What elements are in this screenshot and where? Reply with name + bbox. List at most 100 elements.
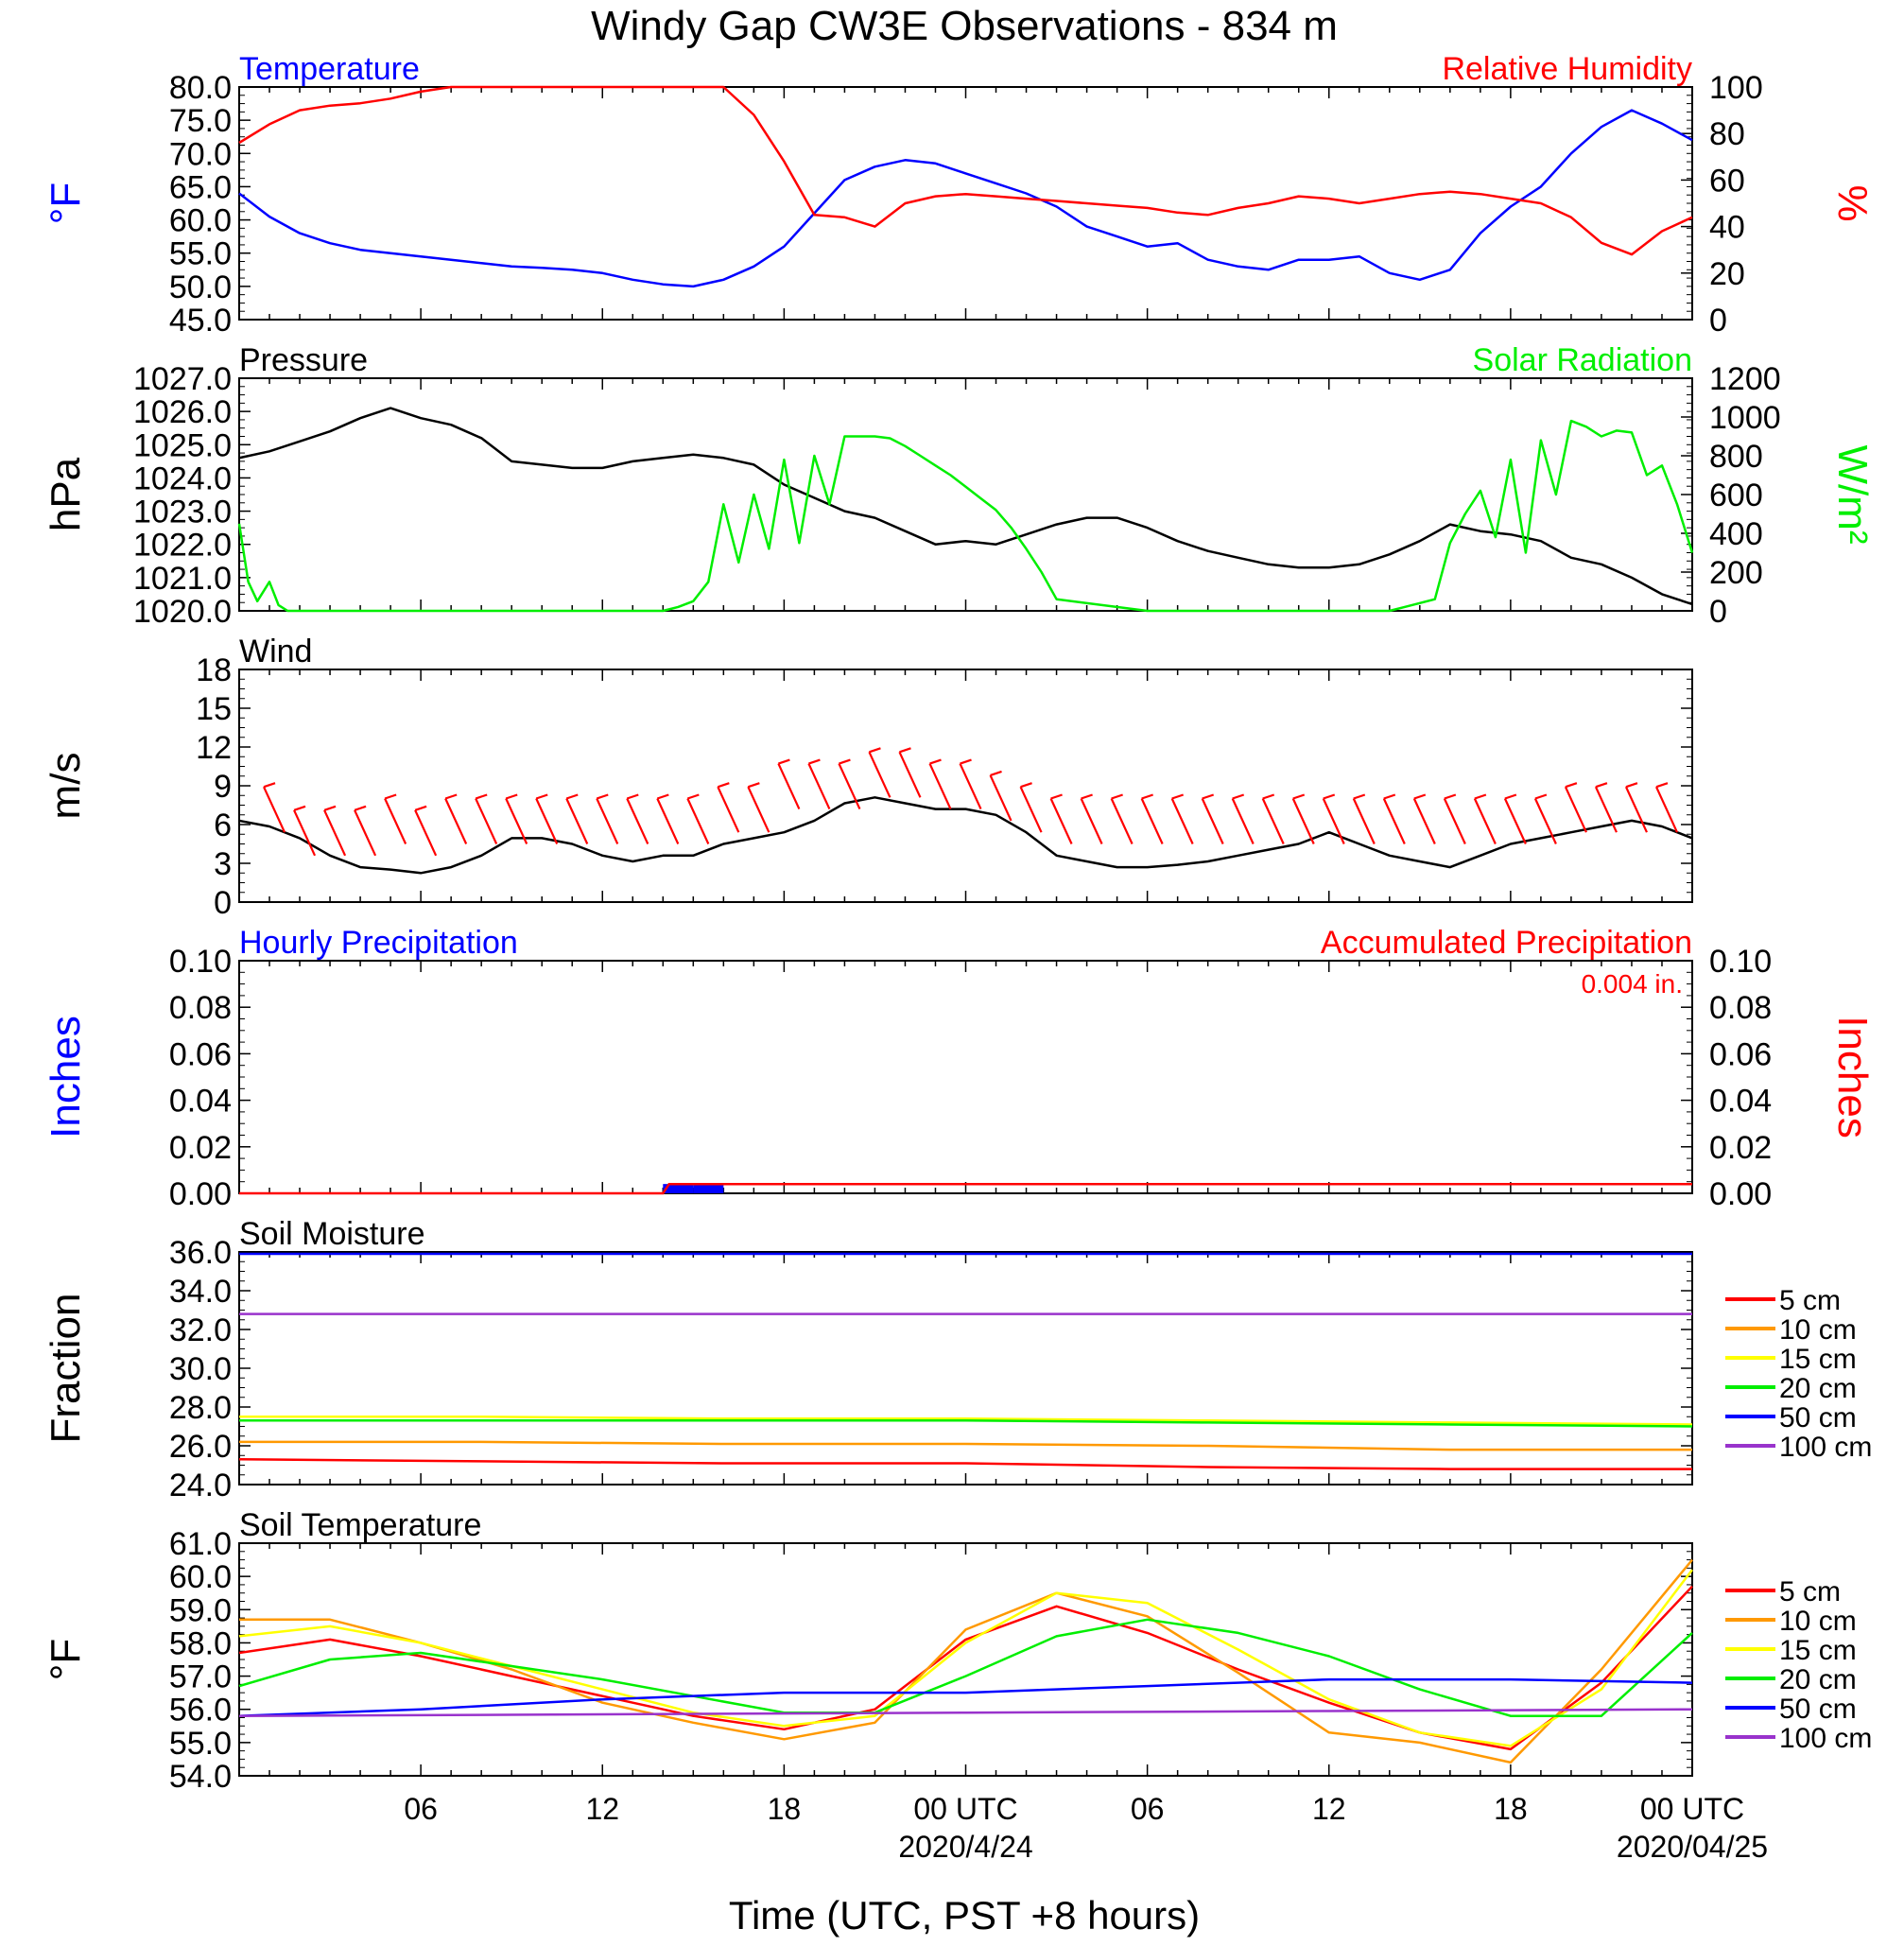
y-tick-label-left: 26.0 [169, 1429, 232, 1465]
wind-barb-staff [475, 798, 498, 844]
panel-frame [238, 960, 1693, 1194]
wind-barb-staff [1533, 798, 1557, 844]
wind-barb-staff [505, 798, 528, 844]
y-tick-label-left: 57.0 [169, 1659, 232, 1695]
series-line-50-cm [238, 1677, 1693, 1717]
wind-barb-staff [626, 798, 649, 844]
wind-barb-flag [1474, 793, 1487, 800]
legend-label: 50 cm [1779, 1694, 1857, 1725]
wind-barb-staff [384, 798, 407, 844]
y-tick-label-right: 100 [1709, 70, 1763, 106]
legend-label: 20 cm [1779, 1373, 1857, 1404]
wind-barb [626, 793, 649, 844]
y-tick-label-left: 55.0 [169, 236, 232, 272]
wind-barb [1019, 782, 1043, 833]
wind-barb-flag [929, 758, 942, 765]
wind-barb-flag [1323, 793, 1336, 800]
wind-barb-flag [1050, 793, 1063, 800]
y-tick-label-left: 24.0 [169, 1468, 232, 1503]
y-tick-label-left: 56.0 [169, 1693, 232, 1729]
wind-barb-staff [293, 809, 317, 857]
wind-barb [384, 793, 407, 844]
x-tick-label: 06 [1131, 1792, 1165, 1826]
wind-barb [989, 770, 1013, 822]
wind-barb [1322, 793, 1345, 844]
wind-barb-flag [1444, 793, 1457, 800]
legend-label: 50 cm [1779, 1402, 1857, 1433]
y-tick-label-left: 32.0 [169, 1312, 232, 1348]
wind-barb-staff [928, 763, 952, 810]
wind-barb-staff [989, 774, 1013, 822]
series-line-5-cm [238, 1458, 1692, 1470]
legend-label: 100 cm [1779, 1723, 1872, 1754]
legend-label: 10 cm [1779, 1606, 1857, 1637]
y-tick-label-right: 0 [1709, 594, 1727, 630]
wind-barb [1564, 782, 1587, 833]
y-tick-label-left: 45.0 [169, 303, 232, 339]
wind-barb-staff [1564, 786, 1587, 833]
wind-barb-staff [1201, 798, 1224, 844]
legend-label: 15 cm [1779, 1344, 1857, 1375]
y-tick-label-left: 0.02 [169, 1130, 232, 1166]
wind-barb-flag [1171, 793, 1185, 800]
x-tick-label: 12 [585, 1792, 619, 1826]
wind-barb-staff [323, 809, 347, 857]
wind-barb [838, 758, 861, 810]
wind-barb-flag [475, 793, 488, 800]
y-tick-label-left: 58.0 [169, 1625, 232, 1661]
wind-barb-flag [1111, 793, 1123, 800]
y-tick-label-left: 9 [214, 769, 232, 805]
y-tick-label-right: 400 [1709, 516, 1763, 552]
y-axis-label-left: Fraction [43, 1294, 89, 1444]
y-tick-label-right: 40 [1709, 210, 1745, 246]
wind-barb-staff [1443, 798, 1466, 844]
wind-barb-flag [1232, 793, 1245, 800]
y-tick-label-left: 54.0 [169, 1759, 232, 1795]
wind-barb [1473, 793, 1497, 844]
y-tick-label-left: 60.0 [169, 203, 232, 239]
y-tick-label-left: 1021.0 [133, 561, 232, 597]
wind-barb-flag [839, 758, 851, 765]
wind-barb [868, 747, 891, 798]
wind-barb-flag [1534, 793, 1548, 800]
y-axis-label-left: °F [43, 182, 89, 224]
wind-barb-flag [596, 793, 609, 800]
y-tick-label-right: 0.00 [1709, 1176, 1772, 1212]
y-tick-label-left: 1022.0 [133, 528, 232, 564]
wind-barb-staff [1473, 798, 1497, 844]
wind-barb-staff [1110, 798, 1134, 844]
wind-barb-flag [899, 747, 911, 754]
y-tick-label-left: 65.0 [169, 169, 232, 205]
wind-barb [1382, 793, 1406, 844]
panels: 80.075.070.065.060.055.050.045.010080604… [43, 51, 1876, 1864]
series-line-10-cm [239, 1558, 1693, 1764]
wind-barb-flag [414, 805, 427, 811]
y-tick-label-right: 800 [1709, 439, 1763, 475]
panel-title-right: Solar Radiation [1473, 342, 1692, 378]
wind-barb-staff [868, 751, 891, 798]
wind-barb [1080, 793, 1103, 844]
wind-barb-flag [323, 805, 337, 811]
y-tick-label-left: 18 [196, 652, 232, 688]
x-tick-label: 18 [1494, 1792, 1528, 1826]
wind-barb-flag [565, 793, 579, 800]
y-axis-label-left: hPa [43, 457, 89, 531]
series-line-temperature [238, 109, 1693, 288]
wind-barb-flag [960, 758, 972, 765]
panel-title-left: Hourly Precipitation [239, 925, 518, 961]
y-tick-label-left: 0 [214, 885, 232, 921]
wind-barb-staff [717, 786, 740, 833]
wind-barb [1503, 793, 1527, 844]
y-tick-label-right: 0.08 [1709, 990, 1772, 1026]
wind-barb [1443, 793, 1466, 844]
y-tick-label-left: 28.0 [169, 1390, 232, 1426]
x-tick-label: 00 UTC [1640, 1792, 1744, 1826]
y-tick-label-left: 1023.0 [133, 495, 232, 530]
wind-barb-flag [1504, 793, 1517, 800]
wind-barb-staff [807, 763, 831, 810]
wind-barb [1261, 793, 1285, 844]
wind-barb-flag [1020, 782, 1032, 789]
hourly-precip-bar [663, 1184, 694, 1193]
